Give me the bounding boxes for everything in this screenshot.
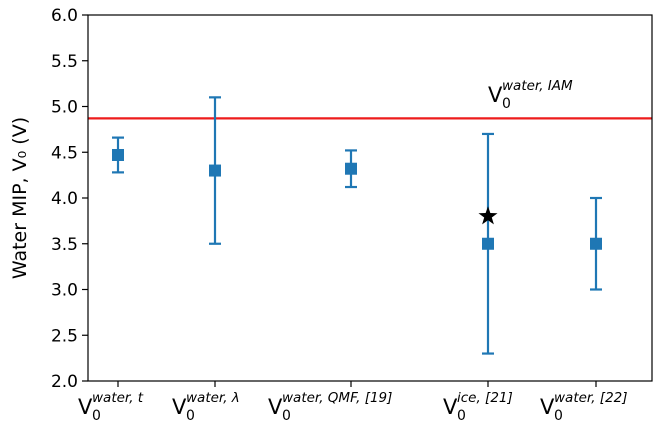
y-tick-label: 4.0 — [51, 189, 78, 209]
data-point — [482, 237, 494, 250]
x-category-label-sup: water, λ — [186, 390, 240, 406]
y-tick-label: 5.0 — [51, 98, 78, 118]
x-category-label-main: V — [268, 395, 283, 419]
axes-frame — [87, 14, 653, 382]
x-category-label-main: V — [78, 395, 93, 419]
y-axis-label: Water MIP, V₀ (V) — [9, 117, 31, 279]
x-category-label-sup: water, [22] — [554, 390, 628, 406]
data-point — [112, 148, 124, 161]
x-category-label-sub: 0 — [282, 408, 291, 424]
plot-area — [88, 96, 652, 355]
x-category-label-sup: water, t — [92, 390, 144, 406]
x-category-label-sub: 0 — [186, 408, 195, 424]
y-tick-label: 3.0 — [51, 281, 78, 301]
y-tick-label: 4.5 — [51, 143, 78, 163]
y-tick-label: 5.5 — [51, 52, 78, 72]
x-category-label-sub: 0 — [92, 408, 101, 424]
x-category-label-main: V — [443, 395, 458, 419]
x-category-label-sub: 0 — [554, 408, 563, 424]
x-category-label-main: V — [540, 395, 555, 419]
reference-line-label-sub: 0 — [502, 96, 511, 112]
axes: 2.0 2.5 3.0 3.5 4.0 4.5 5.0 5.5 6.0 — [51, 6, 653, 392]
data-point — [590, 237, 602, 250]
data-point — [345, 162, 357, 175]
y-tick-label: 6.0 — [51, 6, 78, 26]
x-category-label-sub: 0 — [457, 408, 466, 424]
y-tick-label: 3.5 — [51, 235, 78, 255]
reference-line-label-main: V — [488, 83, 503, 107]
reference-line-label-sup: water, IAM — [502, 78, 573, 94]
y-tick-label: 2.5 — [51, 326, 78, 346]
x-category-label-sup: ice, [21] — [457, 390, 513, 406]
star-marker — [478, 206, 498, 225]
x-category-label-sup: water, QMF, [19] — [282, 390, 392, 406]
x-category-label-main: V — [172, 395, 187, 419]
data-point — [209, 164, 221, 177]
y-tick-label: 2.0 — [51, 372, 78, 392]
